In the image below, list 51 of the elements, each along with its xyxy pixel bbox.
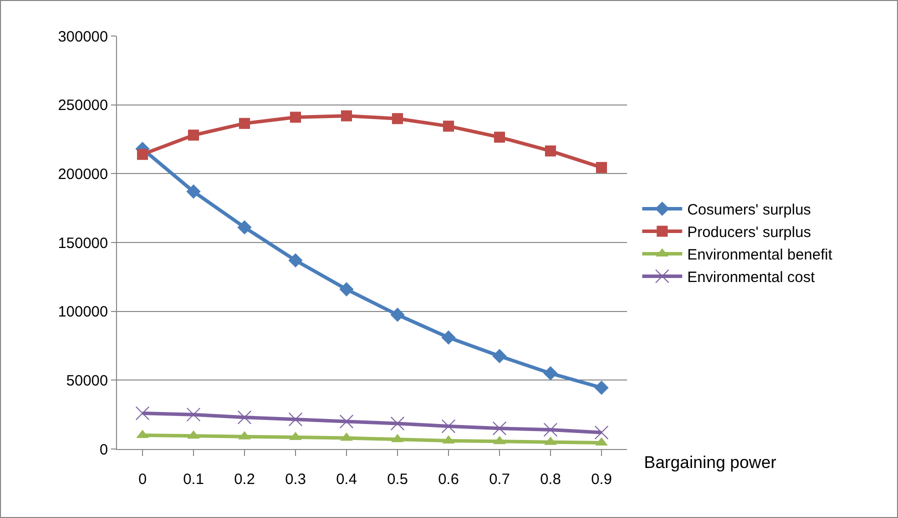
point [545, 145, 556, 156]
point [238, 410, 252, 424]
x-tick-label: 0.2 [234, 471, 255, 488]
point [594, 380, 609, 395]
point [137, 148, 148, 160]
x-tick-label: 0.5 [387, 471, 408, 488]
legend-label: Environmental benefit [687, 246, 834, 264]
point [239, 118, 250, 129]
point [186, 408, 200, 422]
y-tick-label: 300000 [58, 28, 108, 46]
point [596, 162, 607, 173]
x-tick-label: 0.6 [438, 471, 459, 488]
x-tick-label: 0.7 [489, 471, 510, 488]
legend-label: Environmental cost [687, 269, 816, 286]
y-tick-label: 50000 [66, 372, 108, 390]
point [442, 419, 456, 434]
point [390, 416, 404, 431]
point [237, 220, 252, 235]
point [392, 113, 403, 124]
point [341, 110, 352, 122]
x-tick-label: 0.3 [285, 471, 306, 488]
point [136, 406, 150, 420]
y-tick-label: 150000 [58, 234, 108, 252]
point [543, 366, 558, 380]
y-tick-label: 200000 [58, 166, 108, 183]
point [290, 112, 301, 123]
point [188, 130, 199, 141]
point [441, 330, 456, 345]
point [492, 348, 507, 364]
point [288, 412, 302, 426]
x-tick-label: 0.1 [183, 471, 204, 488]
point [186, 184, 201, 199]
x-tick-label: 0.8 [540, 471, 561, 488]
x-tick-label: 0 [138, 471, 147, 488]
legend-label: Cosumers' surplus [687, 202, 811, 219]
point [443, 120, 454, 132]
y-tick-label: 100000 [58, 304, 108, 321]
point [492, 421, 506, 436]
point [339, 282, 354, 296]
y-tick-label: 250000 [58, 97, 108, 114]
legend-label: Producers' surplus [687, 224, 811, 242]
point [340, 414, 354, 428]
x-tick-label: 0.4 [336, 471, 357, 488]
point [494, 132, 505, 143]
x-tick-label: 0.9 [591, 471, 612, 488]
point [594, 425, 608, 440]
point [288, 253, 303, 268]
point [390, 308, 405, 322]
x-axis-title: Bargaining power [644, 453, 777, 472]
y-tick-label: 0 [100, 441, 108, 458]
point [544, 422, 558, 437]
